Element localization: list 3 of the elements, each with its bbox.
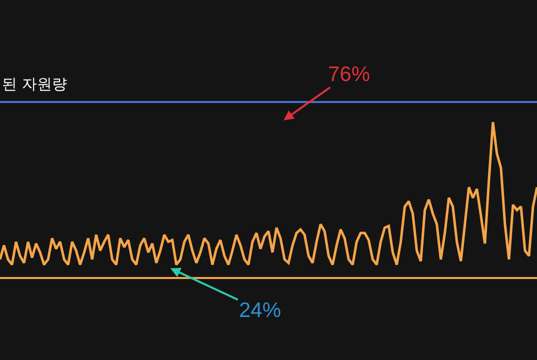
- text: 24%: [239, 299, 282, 322]
- series-label: 된 자원량: [2, 75, 67, 93]
- text: 76%: [328, 63, 370, 86]
